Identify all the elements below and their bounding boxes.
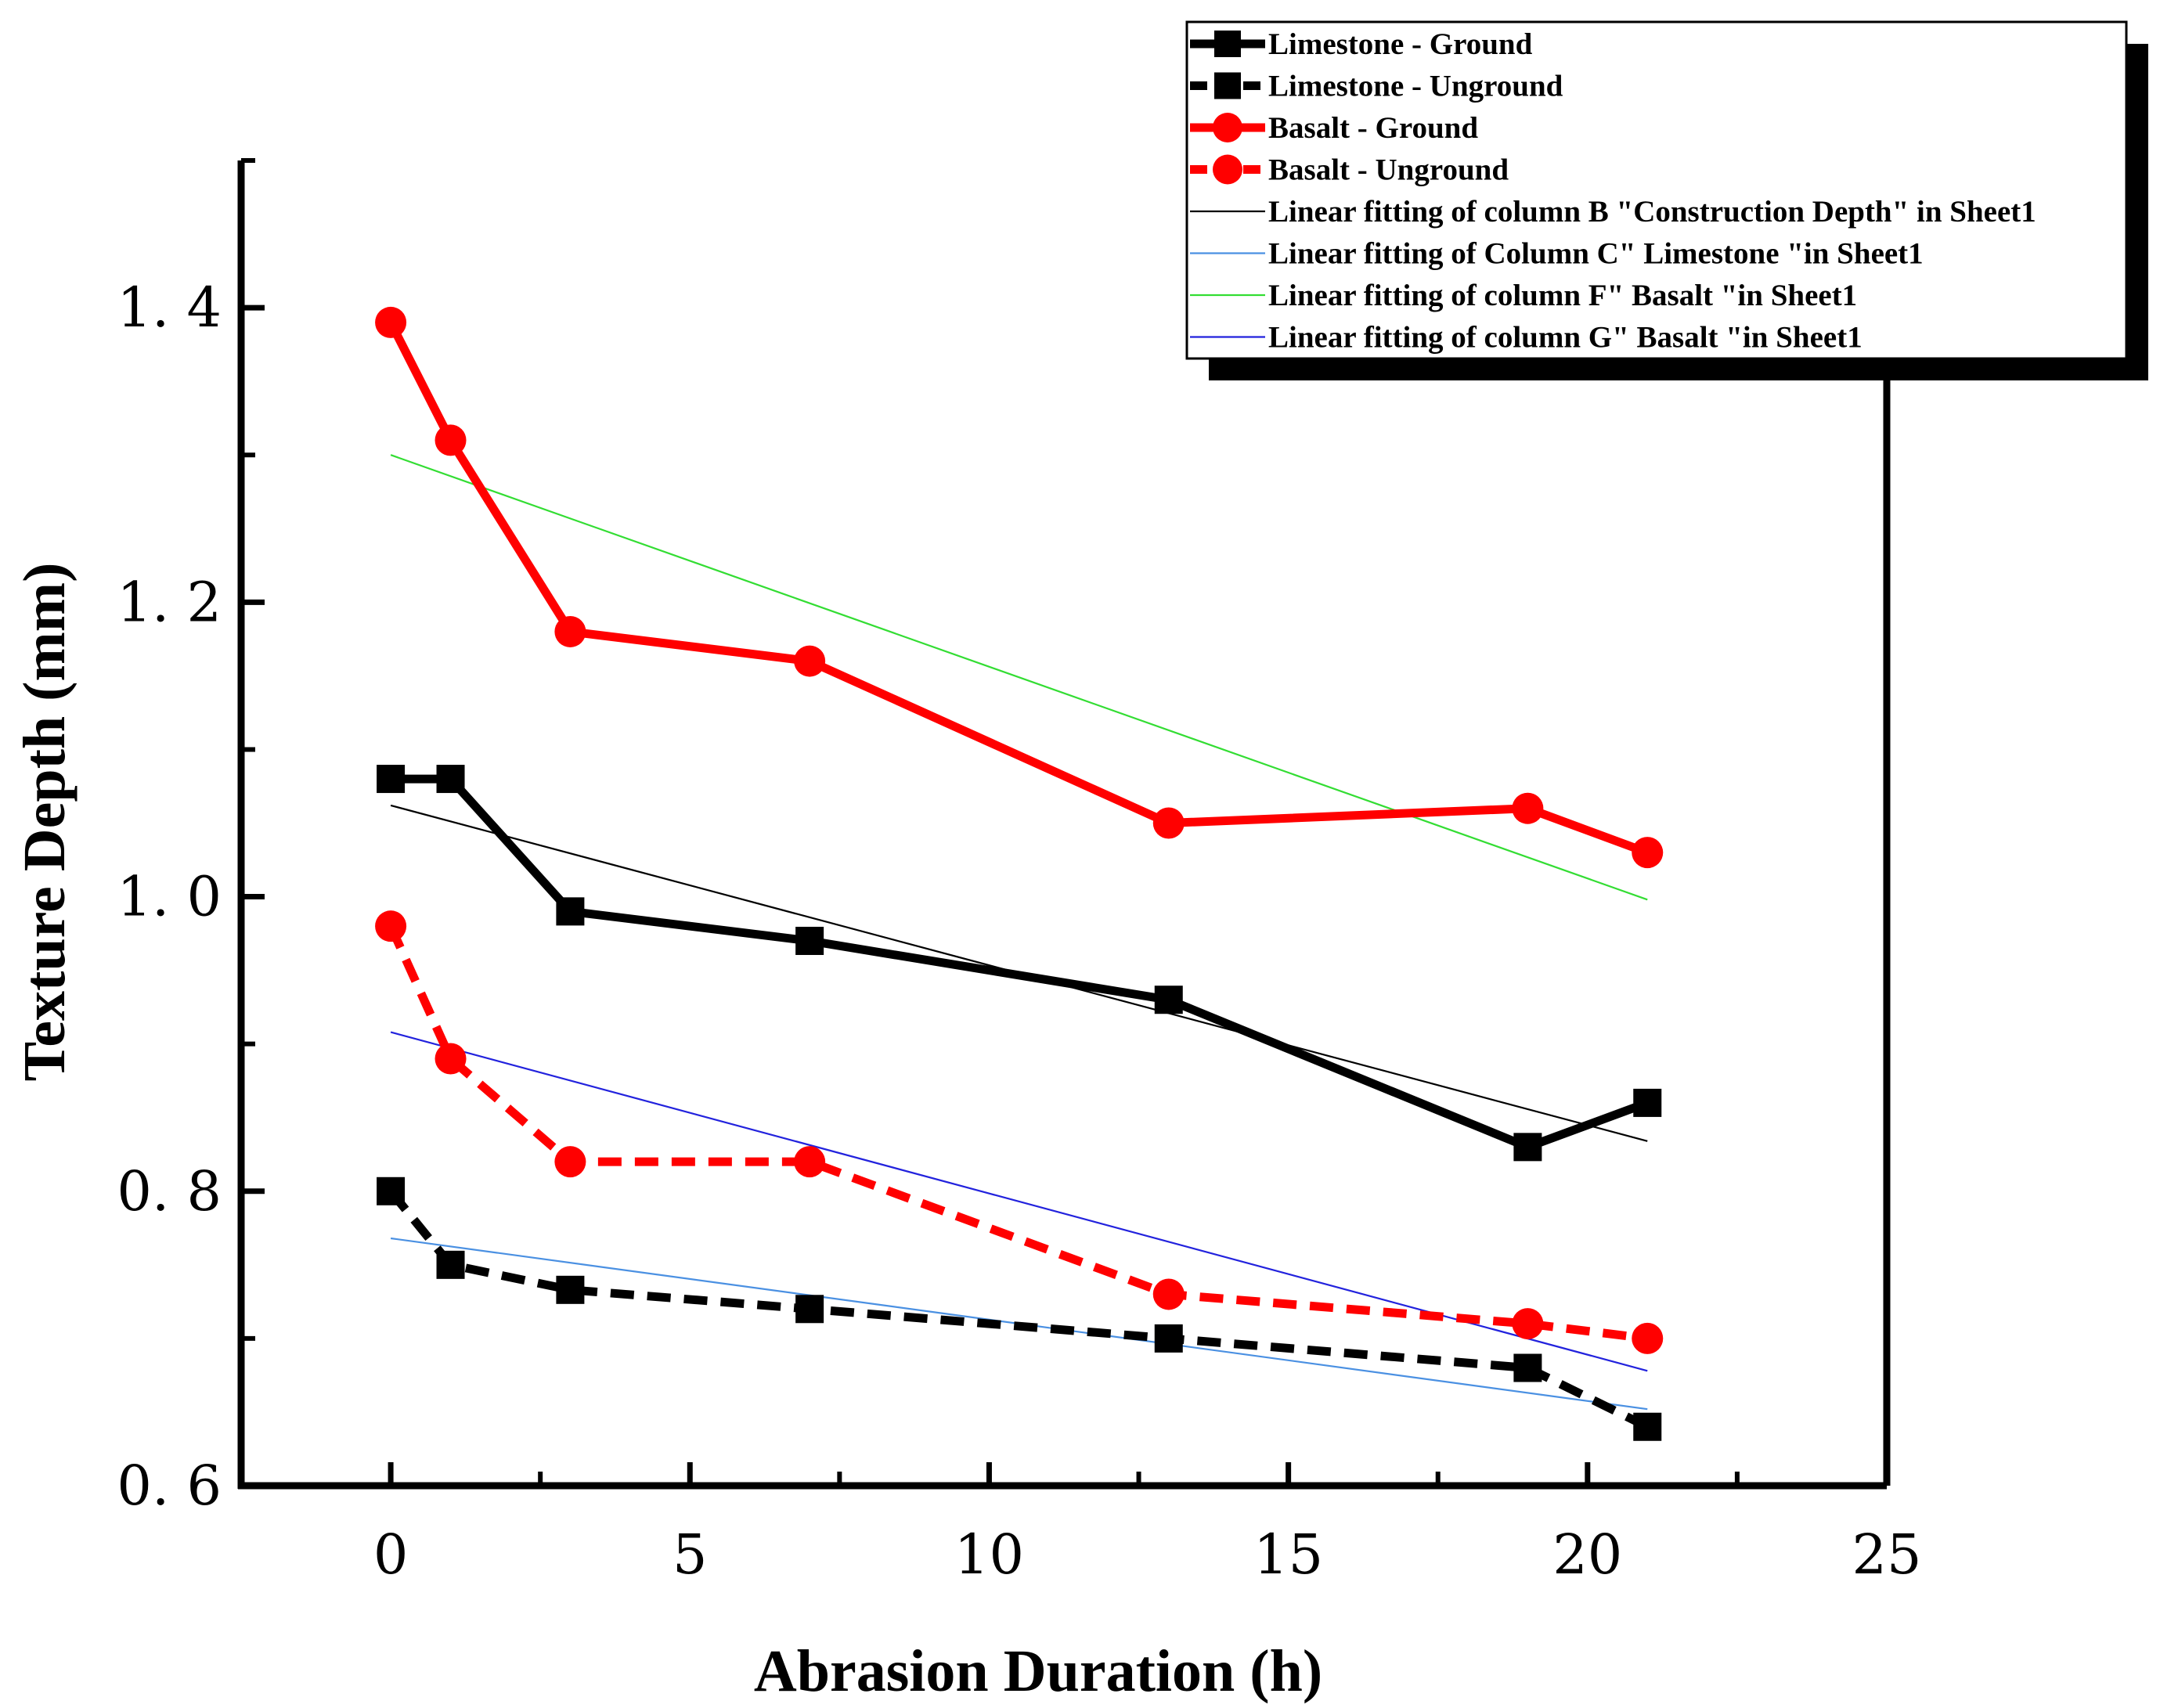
series-3-point-6: [1512, 792, 1544, 824]
series-4-point-2: [435, 1043, 467, 1075]
series-3-point-1: [375, 306, 407, 338]
y-tick-label: 1. 0: [117, 865, 222, 929]
series-4-point-7: [1632, 1322, 1664, 1354]
legend-label: Linear fitting of column G" Basalt "in S…: [1268, 321, 1863, 355]
legend-label: Linear fitting of column F" Basalt "in S…: [1268, 279, 1857, 312]
legend-item-2: Limestone - Unground: [1190, 70, 1563, 103]
x-tick-label: 20: [1552, 1522, 1622, 1587]
legend-label: Limestone - Ground: [1268, 27, 1533, 61]
series-4-point-3: [554, 1146, 586, 1178]
legend-label: Basalt - Unground: [1268, 153, 1509, 187]
series-4-point-1: [375, 910, 407, 942]
legend-item-5: Linear fitting of column B "Construction…: [1190, 195, 2036, 229]
legend: Limestone - Ground Limestone - Unground Ba…: [1185, 20, 2148, 380]
series-3-point-2: [435, 424, 467, 456]
series-3-point-7: [1632, 837, 1664, 869]
x-axis-title: Abrasion Duration (h): [754, 1638, 1322, 1704]
legend-box: [1185, 20, 2128, 360]
legend-label: Basalt - Ground: [1268, 111, 1478, 145]
series-2-point-3: [556, 1275, 585, 1304]
plot-layer: [375, 306, 1664, 1441]
series-1-point-6: [1513, 1133, 1542, 1162]
series-2-point-4: [795, 1295, 824, 1324]
axes-layer: 0. 6 0. 8 1. 0 1. 2 1. 4 0 5 10 15 20 25: [117, 158, 1922, 1587]
legend-label: Linear fitting of column B "Construction…: [1268, 195, 2036, 229]
x-tick-label: 15: [1253, 1522, 1323, 1587]
series-1-point-2: [436, 765, 465, 794]
y-axis-title: Texture Depth (mm): [12, 563, 78, 1082]
series-1-point-1: [377, 765, 406, 794]
series-2-point-5: [1154, 1324, 1183, 1353]
series-4-point-4: [794, 1146, 826, 1178]
series-line-3: [387, 320, 1650, 857]
y-tick-label: 1. 4: [117, 276, 222, 340]
x-tick-label: 0: [373, 1522, 409, 1587]
x-tick-label: 5: [673, 1522, 708, 1587]
series-4-point-5: [1152, 1278, 1185, 1310]
legend-label: Limestone - Unground: [1268, 70, 1563, 103]
legend-marker: [1214, 31, 1241, 57]
legend-item-8: Linear fitting of column G" Basalt "in S…: [1190, 321, 1863, 355]
x-tick-label: 25: [1852, 1522, 1921, 1587]
legend-item-1: Limestone - Ground: [1190, 27, 1533, 61]
series-2-point-2: [436, 1250, 465, 1279]
y-tick-label: 1. 2: [117, 570, 222, 634]
series-2-point-1: [377, 1177, 406, 1205]
y-tick-label: 0. 8: [117, 1159, 222, 1223]
series-line-2: [387, 1188, 1650, 1431]
legend-label: Linear fitting of Column C" Limestone "i…: [1268, 237, 1924, 271]
series-3-point-5: [1152, 807, 1185, 839]
legend-marker: [1214, 72, 1241, 99]
y-tick-label: 0. 6: [117, 1454, 222, 1518]
series-3-point-3: [554, 615, 586, 647]
x-tick-label: 10: [954, 1522, 1024, 1587]
series-line-1: [391, 774, 1650, 1151]
series-4-point-6: [1512, 1308, 1544, 1340]
legend-marker: [1213, 113, 1242, 142]
legend-item-4: Basalt - Unground: [1190, 153, 1509, 187]
series-2-point-7: [1633, 1412, 1662, 1441]
series-3-point-4: [794, 645, 826, 677]
series-1-point-5: [1154, 986, 1183, 1014]
fit-line-3: [390, 454, 1648, 901]
series-1-point-4: [795, 926, 824, 955]
legend-item-3: Basalt - Ground: [1190, 111, 1478, 145]
series-2-point-6: [1513, 1353, 1542, 1382]
legend-marker: [1213, 154, 1242, 185]
legend-item-7: Linear fitting of column F" Basalt "in S…: [1190, 279, 1857, 312]
legend-item-6: Linear fitting of Column C" Limestone "i…: [1190, 237, 1924, 271]
series-1-point-7: [1633, 1088, 1662, 1117]
series-1-point-3: [556, 897, 585, 926]
